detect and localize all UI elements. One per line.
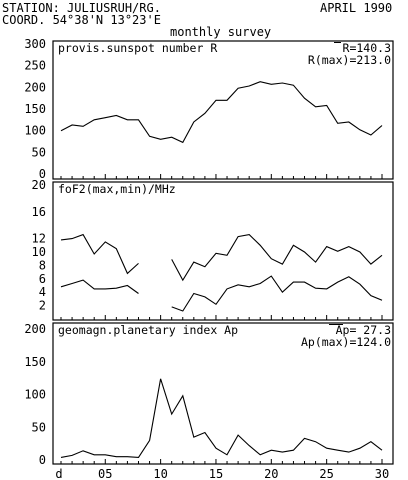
panel-ap-ytick-label: 0 — [39, 453, 46, 467]
panel-sunspot-ytick-label: 0 — [39, 167, 46, 181]
panel-fof2-ytick-label: 10 — [32, 245, 46, 259]
x-tick-label: 10 — [153, 467, 167, 480]
x-tick-label: 20 — [264, 467, 278, 480]
panel-fof2-ytick-label: 4 — [39, 285, 46, 299]
survey-label: monthly survey — [170, 25, 271, 39]
panel-sunspot-ytick-label: 300 — [24, 37, 46, 51]
x-tick-label: 25 — [319, 467, 333, 480]
sunspot-mean-annotation: R=140.3 — [343, 41, 392, 55]
panel-ap-ytick-label: 100 — [24, 388, 46, 402]
panel-sunspot-frame — [52, 40, 394, 180]
date-label: APRIL 1990 — [320, 1, 392, 15]
ap-mean-annotation: Ap= 27.3 — [336, 323, 391, 337]
panel-fof2-title: foF2(max,min)/MHz — [58, 182, 176, 196]
panel-fof2-ytick-label: 16 — [32, 205, 46, 219]
panel-ap-frame — [52, 322, 394, 465]
panel-sunspot-ytick-label: 50 — [32, 145, 46, 159]
x-tick-label: d — [55, 467, 62, 480]
panel-ap-ytick-label: 150 — [24, 355, 46, 369]
panel-ap-title: geomagn.planetary index Ap — [58, 323, 238, 337]
panel-fof2-ytick-label: 2 — [39, 299, 46, 313]
station-label: STATION: JULIUSRUH/RG. — [2, 1, 161, 15]
panel-sunspot-ytick-label: 250 — [24, 59, 46, 73]
panel-fof2-series-2-line — [171, 275, 383, 312]
panel-sunspot-ytick-label: 200 — [24, 80, 46, 94]
panel-fof2-series-1-line — [171, 234, 383, 282]
x-tick-label: 30 — [375, 467, 389, 480]
panel-fof2-ytick-label: 8 — [39, 258, 46, 272]
panel-ap-ytick-label: 50 — [32, 420, 46, 434]
panel-ap-series-1-line — [60, 378, 383, 458]
panel-fof2-frame — [52, 181, 394, 321]
x-tick-label: 05 — [98, 467, 112, 480]
panel-sunspot-ytick-label: 150 — [24, 102, 46, 116]
panel-fof2-ytick-label: 12 — [32, 232, 46, 246]
panel-ap-ytick-label: 200 — [24, 322, 46, 336]
panel-fof2-series-2-line — [60, 279, 139, 294]
sunspot-max-annotation: R(max)=213.0 — [308, 53, 391, 67]
panel-fof2-ytick-label: 6 — [39, 272, 46, 286]
x-tick-label: 15 — [209, 467, 223, 480]
panel-fof2-series-1-line — [60, 233, 139, 275]
ap-max-annotation: Ap(max)=124.0 — [301, 335, 391, 349]
panel-fof2-ytick-label: 20 — [32, 178, 46, 192]
panel-sunspot-title: provis.sunspot number R — [58, 41, 217, 55]
panel-sunspot-ytick-label: 100 — [24, 124, 46, 138]
panel-sunspot-series-1-line — [60, 81, 383, 144]
coord-label: COORD. 54°38'N 13°23'E — [2, 13, 161, 27]
